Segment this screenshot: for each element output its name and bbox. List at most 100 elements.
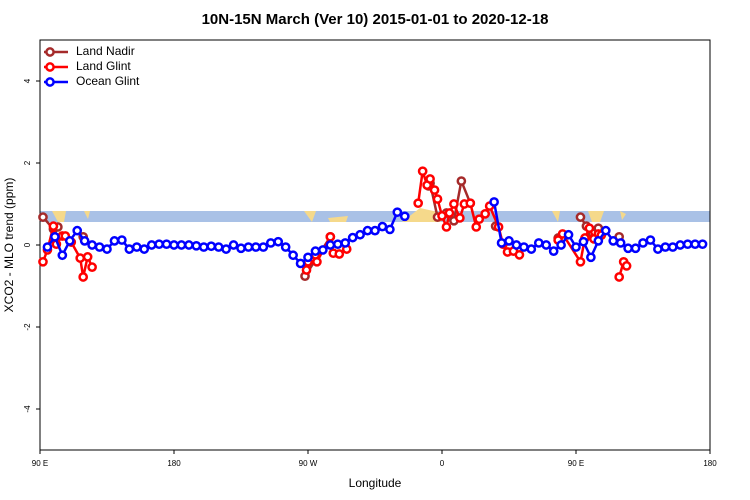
data-point	[310, 246, 321, 256]
data-point	[417, 166, 428, 177]
data-point	[161, 239, 172, 250]
data-point	[630, 243, 641, 254]
data-point	[449, 199, 459, 209]
legend-label: Ocean Glint	[76, 74, 140, 88]
legend-marker	[45, 47, 55, 57]
data-point	[48, 221, 59, 231]
data-point	[206, 241, 217, 252]
data-point	[474, 214, 485, 225]
data-point	[334, 249, 345, 259]
series-line	[41, 170, 628, 278]
data-point	[392, 207, 403, 218]
data-point	[429, 185, 440, 195]
data-point	[169, 240, 179, 250]
data-point	[385, 224, 395, 235]
data-point	[312, 256, 322, 267]
data-point	[303, 252, 313, 263]
data-point	[578, 236, 589, 247]
data-point	[72, 225, 83, 236]
data-point	[541, 240, 552, 250]
data-point	[154, 239, 164, 250]
data-point	[600, 225, 611, 236]
data-point	[146, 240, 157, 250]
data-point	[236, 243, 246, 254]
data-point	[38, 212, 48, 222]
data-point	[667, 242, 678, 252]
data-point	[548, 246, 559, 256]
data-point	[455, 213, 465, 223]
y-axis-label: XCO2 - MLO trend (ppm)	[2, 178, 16, 313]
data-point	[465, 198, 476, 209]
data-point	[325, 231, 336, 242]
data-point	[504, 236, 514, 246]
data-point	[131, 242, 142, 252]
data-point	[608, 236, 619, 246]
data-point	[38, 256, 48, 267]
data-point	[533, 238, 544, 248]
data-point	[586, 252, 596, 263]
x-tick-label: 180	[167, 459, 181, 468]
data-point	[325, 240, 336, 250]
data-point	[456, 176, 467, 186]
data-point	[139, 244, 150, 254]
data-point	[575, 212, 586, 222]
y-tick-label: 0	[23, 242, 32, 247]
data-point	[444, 208, 455, 218]
series-line	[43, 181, 619, 276]
data-point	[75, 253, 86, 263]
data-point	[526, 244, 537, 254]
data-point	[413, 198, 424, 209]
x-tick-label: 90 W	[299, 459, 318, 468]
data-point	[295, 258, 306, 269]
data-point	[563, 229, 574, 240]
data-point	[480, 208, 491, 219]
data-point	[621, 261, 632, 271]
data-point	[340, 238, 351, 248]
data-point	[288, 250, 298, 261]
data-point	[265, 238, 276, 248]
data-point	[79, 236, 90, 246]
data-point	[332, 239, 343, 250]
legend-marker	[45, 77, 55, 87]
x-tick-label: 90 E	[32, 459, 48, 468]
data-point	[355, 229, 365, 240]
data-point	[638, 238, 648, 248]
data-point	[102, 244, 112, 254]
data-point	[471, 222, 482, 232]
data-point	[675, 240, 686, 250]
data-point	[273, 236, 284, 247]
data-point	[593, 236, 604, 246]
data-point	[191, 240, 202, 251]
data-point	[623, 243, 633, 254]
legend-label: Land Glint	[76, 59, 131, 73]
data-point	[653, 244, 663, 254]
data-point	[697, 239, 708, 250]
data-point	[109, 236, 120, 246]
data-point	[78, 272, 89, 282]
data-point	[221, 244, 231, 254]
data-point	[318, 245, 328, 255]
data-point	[87, 262, 97, 272]
data-point	[301, 265, 312, 275]
x-tick-label: 180	[703, 459, 717, 468]
data-point	[176, 240, 187, 250]
data-point	[514, 249, 525, 260]
data-point	[258, 242, 269, 252]
data-point	[571, 242, 581, 252]
data-point	[347, 232, 358, 243]
y-tick-label: -2	[23, 323, 32, 331]
data-point	[575, 256, 586, 267]
data-point	[556, 240, 566, 250]
data-point	[198, 242, 209, 252]
data-point	[437, 211, 447, 221]
data-point	[489, 197, 499, 207]
legend-label: Land Nadir	[76, 44, 135, 58]
data-point	[362, 225, 373, 236]
data-point	[614, 272, 625, 282]
data-point	[57, 250, 68, 261]
y-tick-label: 2	[23, 160, 32, 165]
data-point	[645, 235, 656, 245]
data-point	[399, 211, 410, 222]
x-axis-label: Longitude	[349, 476, 402, 490]
